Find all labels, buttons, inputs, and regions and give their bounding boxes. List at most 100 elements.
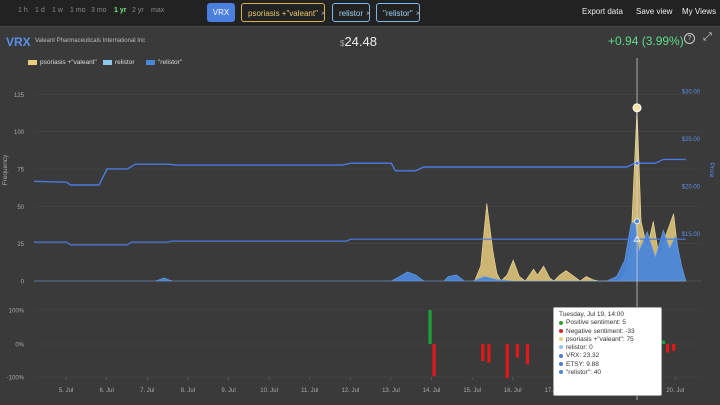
x-tick-label: 14. Jul — [423, 388, 441, 394]
save-view-button[interactable]: Save view — [636, 7, 673, 16]
series-area-relistor-quoted — [34, 220, 687, 282]
hover-marker — [632, 103, 642, 113]
chip-label: "relistor" — [383, 9, 413, 18]
y2-tick-label: $30.00 — [682, 90, 701, 96]
range-1h[interactable]: 1 h — [18, 7, 28, 14]
remove-chip-icon[interactable]: × — [415, 9, 421, 18]
y-tick-label: 100 — [14, 130, 25, 136]
range-3mo[interactable]: 3 mo — [91, 7, 107, 14]
company-name: Valeant Pharmaceuticals International In… — [35, 38, 146, 44]
sentiment-bar — [661, 340, 666, 344]
currency-symbol: $ — [340, 39, 345, 48]
tooltip-label: Positive sentiment: — [566, 319, 623, 327]
remove-chip-icon[interactable]: × — [366, 9, 371, 18]
sentiment-bar — [525, 344, 530, 365]
hover-marker — [633, 235, 641, 242]
sentiment-tick-label: 0% — [15, 343, 24, 349]
tooltip-row: Negative sentiment: -33 — [559, 328, 656, 336]
range-1yr[interactable]: 1 yr — [114, 7, 127, 14]
tooltip-label: "relistor": — [566, 369, 594, 377]
y-tick-label: 75 — [17, 168, 24, 174]
y-tick-label: 125 — [14, 93, 25, 99]
tooltip-value: 5 — [622, 319, 626, 327]
legend-swatch — [146, 59, 155, 65]
search-chip-relistor[interactable]: relistor × — [332, 3, 371, 22]
help-icon[interactable]: ? — [684, 33, 695, 44]
legend-item-relistor[interactable]: relistor — [103, 59, 135, 66]
x-tick-label: 10. Jul — [260, 388, 278, 394]
sentiment-tick-label: -100% — [7, 376, 25, 382]
y-axis-title: Frequency — [2, 154, 9, 185]
x-tick-label: 11. Jul — [301, 388, 318, 394]
tooltip-label: VRX: — [566, 352, 583, 360]
range-1mo[interactable]: 1 mo — [70, 7, 86, 14]
x-tick-label: 12. Jul — [341, 388, 359, 394]
hover-marker — [634, 160, 640, 166]
tooltip-row: "relistor": 40 — [559, 369, 656, 377]
sentiment-bar — [481, 344, 485, 361]
price-value: 24.48 — [344, 34, 377, 49]
tooltip-row: Positive sentiment: 5 — [559, 319, 656, 327]
series-dot-icon — [559, 328, 563, 333]
tooltip-label: psoriasis +"valeant": — [566, 335, 627, 343]
range-1d[interactable]: 1 d — [35, 7, 45, 14]
ticker-chip-vrx[interactable]: VRX — [207, 3, 235, 22]
x-tick-label: 20. Jul — [666, 388, 684, 394]
range-1w[interactable]: 1 w — [52, 7, 63, 14]
sentiment-bar — [672, 344, 676, 351]
tooltip-value: 40 — [593, 369, 601, 377]
x-tick-label: 6. Jul — [100, 388, 114, 394]
tooltip-label: ETSY: — [566, 360, 587, 368]
range-2yr[interactable]: 2 yr — [132, 7, 144, 14]
y-tick-label: 25 — [17, 242, 24, 248]
tooltip-label: Negative sentiment: — [566, 327, 626, 335]
legend-item-psoriasis[interactable]: psoriasis +"valeant" — [28, 59, 97, 66]
sentiment-tick-label: 100% — [9, 309, 25, 315]
tooltip-row: psoriasis +"valeant": 75 — [559, 336, 656, 344]
range-max[interactable]: max — [151, 7, 165, 14]
search-chip-relistor-quoted[interactable]: "relistor" × — [376, 3, 420, 22]
series-dot-icon — [559, 337, 563, 342]
legend-label: "relistor" — [158, 59, 183, 66]
x-tick-label: 5. Jul — [59, 388, 73, 394]
series-line-etsy — [34, 238, 686, 246]
legend-item-relistor-quoted[interactable]: "relistor" — [146, 59, 182, 66]
tooltip-value: -33 — [625, 327, 635, 335]
sentiment-bar — [428, 310, 432, 344]
y2-tick-label: $15.00 — [682, 232, 701, 238]
my-views-button[interactable]: My Views — [682, 7, 717, 16]
sentiment-bar — [505, 344, 509, 378]
series-dot-icon — [559, 353, 563, 358]
y-tick-label: 0 — [21, 280, 25, 286]
series-dot-icon — [559, 345, 563, 350]
export-data-button[interactable]: Export data — [582, 7, 623, 16]
remove-chip-icon[interactable]: × — [320, 9, 326, 18]
chart-tooltip: Tuesday, Jul 19, 14:00 Positive sentimen… — [553, 307, 662, 396]
x-tick-label: 16. Jul — [504, 388, 522, 394]
ticker-symbol: VRX — [6, 35, 31, 49]
y2-tick-label: $25.00 — [682, 137, 701, 143]
y-tick-label: 50 — [17, 205, 24, 211]
tooltip-value: 9.88 — [586, 360, 599, 368]
legend-label: relistor — [115, 59, 135, 66]
expand-icon[interactable]: ⤢ — [703, 31, 712, 43]
series-dot-icon — [559, 370, 563, 375]
tooltip-row: relistor: 0 — [559, 344, 656, 352]
x-tick-label: 9. Jul — [221, 388, 235, 394]
top-toolbar: 1 h 1 d 1 w 1 mo 3 mo 1 yr 2 yr max VRX … — [0, 0, 720, 27]
x-tick-label: 7. Jul — [140, 388, 154, 394]
sentiment-bar — [665, 344, 670, 353]
tooltip-title: Tuesday, Jul 19, 14:00 — [559, 311, 625, 318]
chip-label: relistor — [339, 9, 364, 18]
tooltip-label: relistor: — [566, 344, 590, 352]
search-chip-psoriasis[interactable]: psoriasis +"valeant" × — [241, 3, 326, 22]
y2-tick-label: $20.00 — [682, 185, 701, 191]
tooltip-row: VRX: 23.32 — [559, 352, 656, 360]
sentiment-bar — [432, 344, 436, 377]
y2-axis-title: Price — [708, 163, 715, 178]
legend-swatch — [103, 59, 112, 65]
tooltip-row: ETSY: 9.88 — [559, 361, 656, 369]
price-change: +0.94 (3.99%) — [608, 34, 684, 48]
series-dot-icon — [559, 362, 563, 367]
